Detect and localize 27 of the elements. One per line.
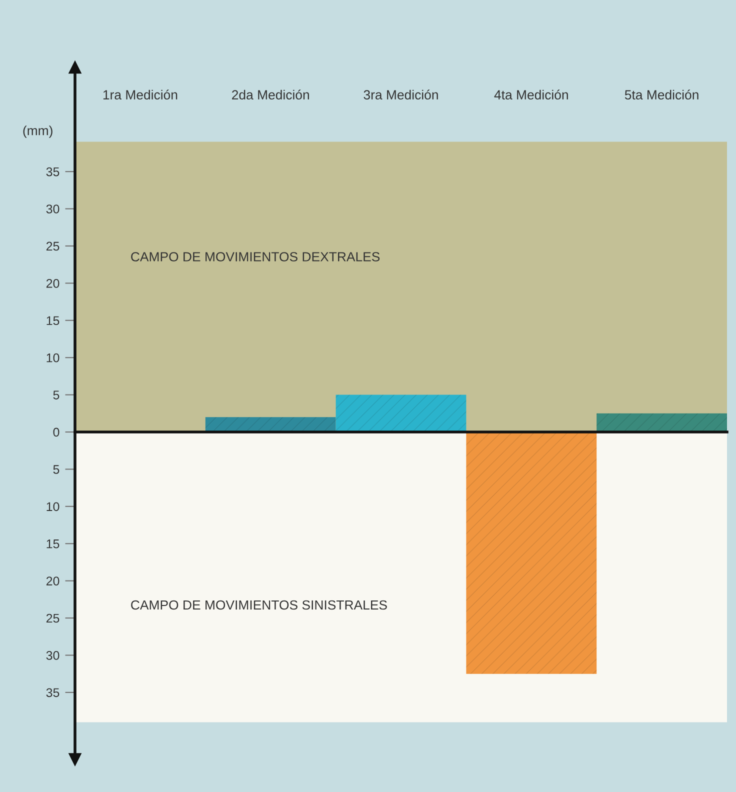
y-tick-label: 25	[46, 242, 60, 251]
x-tick-label: 5ta Medición	[624, 90, 698, 100]
y-tick-label: 15	[46, 316, 60, 326]
y-tick-label: 35	[46, 167, 60, 176]
y-tick-label: 0	[53, 428, 60, 437]
bar	[336, 394, 466, 432]
y-tick-label: 5	[53, 465, 60, 474]
y-tick-label: 5	[53, 390, 60, 400]
bar	[466, 432, 597, 674]
bar	[205, 417, 336, 432]
y-tick-label: 15	[46, 540, 60, 548]
bar	[596, 413, 727, 432]
y-tick-label: 20	[46, 576, 60, 586]
x-tick-label: 2da Medición	[232, 90, 309, 100]
y-tick-label: 35	[46, 688, 60, 698]
band-label: CAMPO DE MOVIMIENTOS SINISTRALES	[131, 600, 387, 610]
x-tick-label: 4ta Medición	[494, 90, 568, 100]
y-tick-label: 10	[46, 353, 60, 362]
y-tick-label: 10	[46, 502, 60, 512]
y-tick-label: 30	[46, 204, 60, 214]
y-tick-label: 25	[46, 614, 60, 623]
band-label: CAMPO DE MOVIMIENTOS DEXTRALES	[131, 252, 380, 262]
x-tick-label: 1ra Medición	[103, 90, 178, 100]
y-tick-label: 20	[46, 278, 60, 288]
y-tick-label: 30	[46, 651, 60, 660]
y-axis-title: (mm)	[23, 126, 52, 138]
x-tick-label: 3ra Medición	[364, 90, 438, 100]
